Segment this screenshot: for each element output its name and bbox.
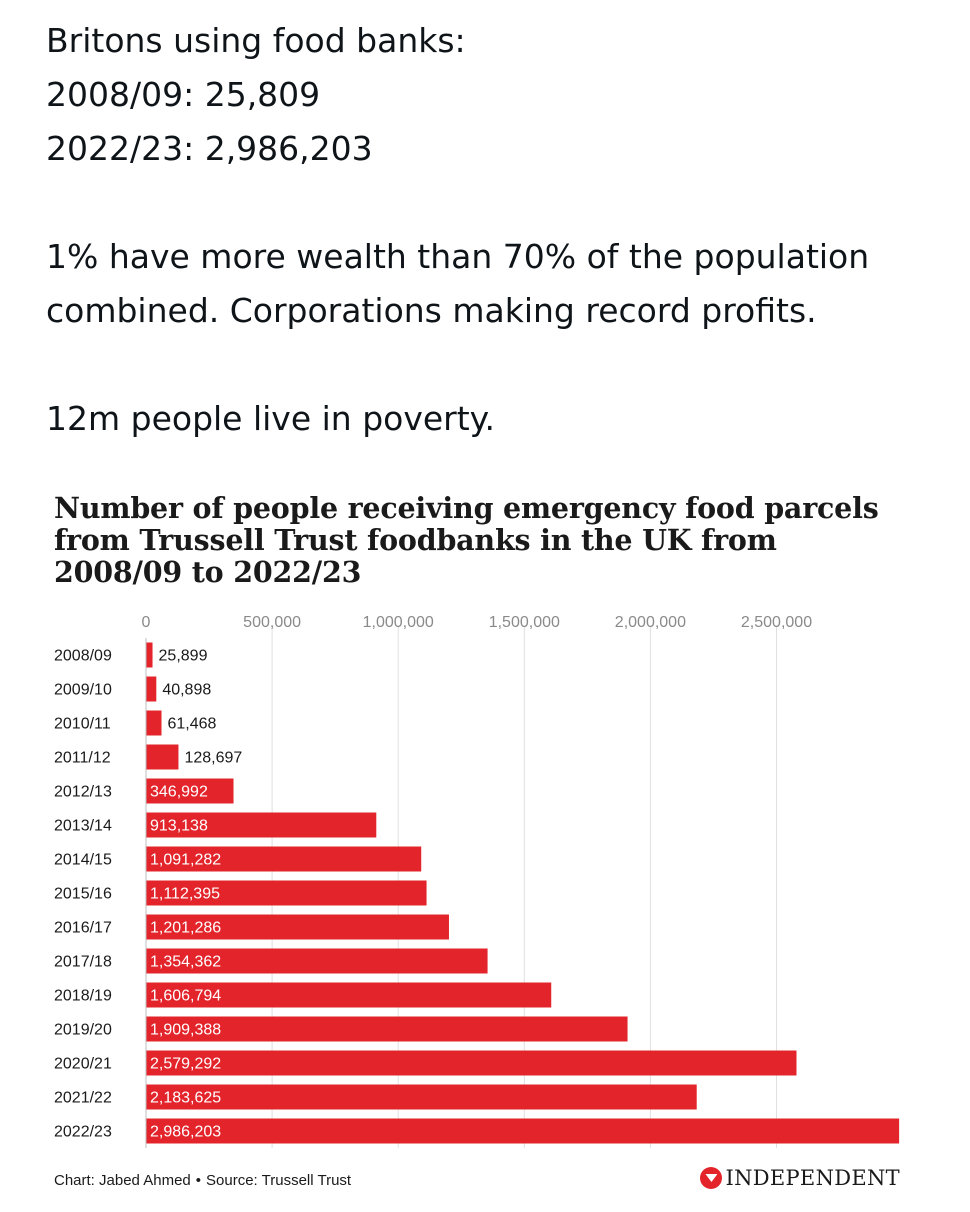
chart-author: Chart: Jabed Ahmed	[54, 1172, 191, 1189]
bar	[146, 1016, 628, 1042]
independent-logo: INDEPENDENT	[700, 1166, 900, 1190]
category-label: 2015/16	[54, 886, 112, 903]
x-tick-label: 1,000,000	[363, 614, 434, 631]
x-tick-label: 1,500,000	[489, 614, 560, 631]
bar	[146, 1050, 797, 1076]
category-label: 2013/14	[54, 818, 112, 835]
x-tick-label: 2,000,000	[615, 614, 686, 631]
bar	[146, 812, 377, 838]
category-label: 2012/13	[54, 784, 112, 801]
tweet-line: 2008/09: 25,809	[46, 75, 321, 114]
bar	[146, 948, 488, 974]
chart-credit: Chart: Jabed Ahmed • Source: Trussell Trus…	[54, 1172, 351, 1189]
data-label: 2,986,203	[150, 1124, 221, 1141]
data-label: 1,091,282	[150, 852, 221, 869]
data-label: 913,138	[150, 818, 208, 835]
logo-text: INDEPENDENT	[725, 1166, 900, 1190]
bar	[146, 744, 179, 770]
tweet-line: 1% have more wealth than 70% of the popu…	[46, 237, 870, 276]
tweet-line: Britons using food banks:	[46, 21, 466, 60]
category-label: 2020/21	[54, 1056, 112, 1073]
category-label: 2009/10	[54, 682, 112, 699]
bar	[146, 778, 234, 804]
category-label: 2008/09	[54, 648, 112, 665]
category-label: 2019/20	[54, 1022, 112, 1039]
bar-chart: 0 500,000 1,000,000 1,500,000 2,000,000 2,500…	[54, 614, 900, 1148]
bar	[146, 710, 162, 736]
x-tick-label: 0	[142, 614, 151, 631]
category-label: 2014/15	[54, 852, 112, 869]
data-label: 1,606,794	[150, 988, 221, 1005]
x-tick-label: 500,000	[243, 614, 301, 631]
data-label: 1,201,286	[150, 920, 221, 937]
category-label: 2017/18	[54, 954, 112, 971]
chart-title: Number of people receiving emergency foo…	[54, 492, 934, 588]
tweet-line: 2022/23: 2,986,203	[46, 129, 373, 168]
data-label: 40,898	[162, 682, 211, 699]
chart-title-line: Number of people receiving emergency foo…	[54, 491, 879, 525]
separator-dot: •	[195, 1172, 202, 1189]
category-label: 2016/17	[54, 920, 112, 937]
data-label: 1,354,362	[150, 954, 221, 971]
chart-title-line: 2008/09 to 2022/23	[54, 555, 362, 589]
tweet-line: 12m people live in poverty.	[46, 399, 495, 438]
chart-source: Source: Trussell Trust	[206, 1172, 352, 1189]
category-label: 2018/19	[54, 988, 112, 1005]
bar	[146, 1118, 900, 1144]
tweet-text: Britons using food banks: 2008/09: 25,80…	[46, 14, 946, 446]
category-label: 2022/23	[54, 1124, 112, 1141]
data-label: 2,183,625	[150, 1090, 221, 1107]
bar	[146, 642, 153, 668]
tweet-line: combined. Corporations making record pro…	[46, 291, 817, 330]
bar	[146, 846, 422, 872]
category-label: 2011/12	[54, 750, 111, 767]
bar	[146, 914, 449, 940]
bar	[146, 1084, 697, 1110]
data-label: 1,909,388	[150, 1022, 221, 1039]
category-label: 2010/11	[54, 716, 111, 733]
data-label: 346,992	[150, 784, 208, 801]
bar	[146, 880, 427, 906]
eagle-logo-icon	[700, 1167, 723, 1189]
data-label: 25,899	[159, 648, 208, 665]
data-label: 1,112,395	[150, 886, 220, 903]
bar	[146, 982, 552, 1008]
category-label: 2021/22	[54, 1090, 112, 1107]
data-label: 128,697	[184, 750, 242, 767]
x-tick-label: 2,500,000	[741, 614, 812, 631]
bar	[146, 676, 157, 702]
chart-title-line: from Trussell Trust foodbanks in the UK …	[54, 523, 777, 557]
data-label: 61,468	[168, 716, 217, 733]
data-label: 2,579,292	[150, 1056, 221, 1073]
